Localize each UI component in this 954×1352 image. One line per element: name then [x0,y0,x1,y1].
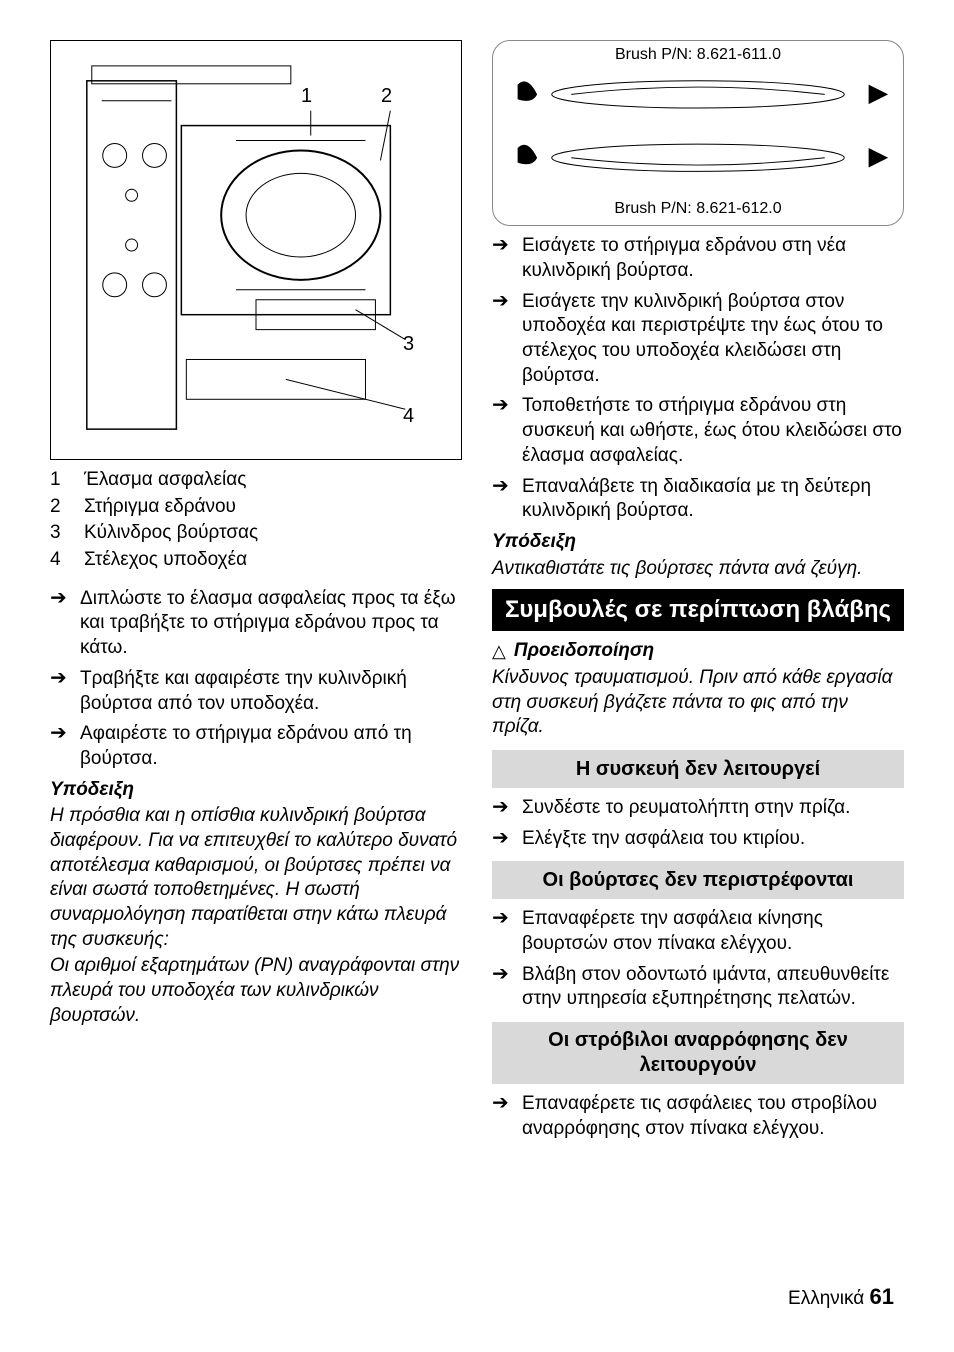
part-number: 2 [50,495,68,520]
subsection-device-off: Η συσκευή δεν λειτουργεί [492,750,904,788]
step-text: Αφαιρέστε το στήριγμα εδράνου από τη βού… [80,722,462,771]
parts-diagram-svg [51,41,461,459]
part-label: Στήριγμα εδράνου [84,495,236,520]
part-number: 3 [50,521,68,546]
step-text: Τοποθετήστε το στήριγμα εδράνου στη συσκ… [522,394,904,468]
step-text: Συνδέστε το ρευματολήπτη στην πρίζα. [522,796,904,821]
arrow-icon: ➔ [50,667,70,716]
part-label: Έλασμα ασφαλείας [84,468,246,493]
step-text: Διπλώστε το έλασμα ασφαλείας προς τα έξω… [80,587,462,661]
callout-1: 1 [301,83,312,109]
arrow-icon: ➔ [492,963,512,1012]
warning-label: Προειδοποίηση [514,639,654,664]
arrow-icon: ➔ [492,796,512,821]
step-text: Τραβήξτε και αφαιρέστε την κυλινδρική βο… [80,667,462,716]
arrow-icon: ➔ [50,722,70,771]
brush-orientation-diagram: Brush P/N: 8.621-611.0 Brush P/N: 8.621-… [492,40,904,226]
part-label: Στέλεχος υποδοχέα [84,548,247,573]
arrow-icon: ➔ [492,907,512,956]
arrow-icon: ➔ [492,394,512,468]
arrow-icon: ➔ [492,475,512,524]
arrow-icon: ➔ [492,290,512,389]
hint-heading: Υπόδειξη [50,778,462,803]
step-text: Επαναφέρετε την ασφάλεια κίνησης βουρτσώ… [522,907,904,956]
parts-diagram: 1 2 3 4 [50,40,462,460]
step-text: Επαναφέρετε τις ασφάλειες του στροβίλου … [522,1092,904,1141]
warning-heading: △ Προειδοποίηση [492,639,904,664]
subsection-brushes: Οι βούρτσες δεν περιστρέφονται [492,861,904,899]
warning-triangle-icon: △ [492,640,506,663]
part-label: Κύλινδρος βούρτσας [84,521,258,546]
section-title-troubleshooting: Συμβουλές σε περίπτωση βλάβης [492,589,904,631]
brush-top-label: Brush P/N: 8.621-611.0 [503,45,893,66]
parts-legend: 1 Έλασμα ασφαλείας 2 Στήριγμα εδράνου 3 Κύλ… [50,468,462,573]
brush-svg [503,70,893,197]
arrow-icon: ➔ [492,1092,512,1141]
arrow-icon: ➔ [492,827,512,852]
step-text: Ελέγξτε την ασφάλεια του κτιρίου. [522,827,904,852]
footer-language: Ελληνικά [788,1288,864,1309]
hint-heading-2: Υπόδειξη [492,530,904,555]
page-footer: Ελληνικά 61 [788,1283,894,1312]
warning-body: Κίνδυνος τραυματισμού. Πριν από κάθε εργ… [492,666,904,740]
removal-steps: ➔Διπλώστε το έλασμα ασφαλείας προς τα έξ… [50,587,462,772]
hint-body-3: Αντικαθιστάτε τις βούρτσες πάντα ανά ζεύ… [492,557,904,582]
hint-body-2: Οι αριθμοί εξαρτημάτων (PN) αναγράφονται… [50,954,462,1028]
callout-3: 3 [403,331,414,357]
arrow-icon: ➔ [50,587,70,661]
step-text: Εισάγετε την κυλινδρική βούρτσα στον υπο… [522,290,904,389]
callout-2: 2 [381,83,392,109]
arrow-icon: ➔ [492,234,512,283]
step-text: Βλάβη στον οδοντωτό ιμάντα, απευθυνθείτε… [522,963,904,1012]
part-number: 4 [50,548,68,573]
step-text: Επαναλάβετε τη διαδικασία με τη δεύτερη … [522,475,904,524]
callout-4: 4 [403,403,414,429]
step-text: Εισάγετε το στήριγμα εδράνου στη νέα κυλ… [522,234,904,283]
subsection-turbines: Οι στρόβιλοι αναρρόφησης δεν λειτουργούν [492,1022,904,1084]
install-steps: ➔Εισάγετε το στήριγμα εδράνου στη νέα κυ… [492,234,904,524]
part-number: 1 [50,468,68,493]
hint-body: Η πρόσθια και η οπίσθια κυλινδρική βούρτ… [50,804,462,952]
brush-bottom-label: Brush P/N: 8.621-612.0 [503,199,893,220]
footer-page-number: 61 [870,1284,894,1309]
